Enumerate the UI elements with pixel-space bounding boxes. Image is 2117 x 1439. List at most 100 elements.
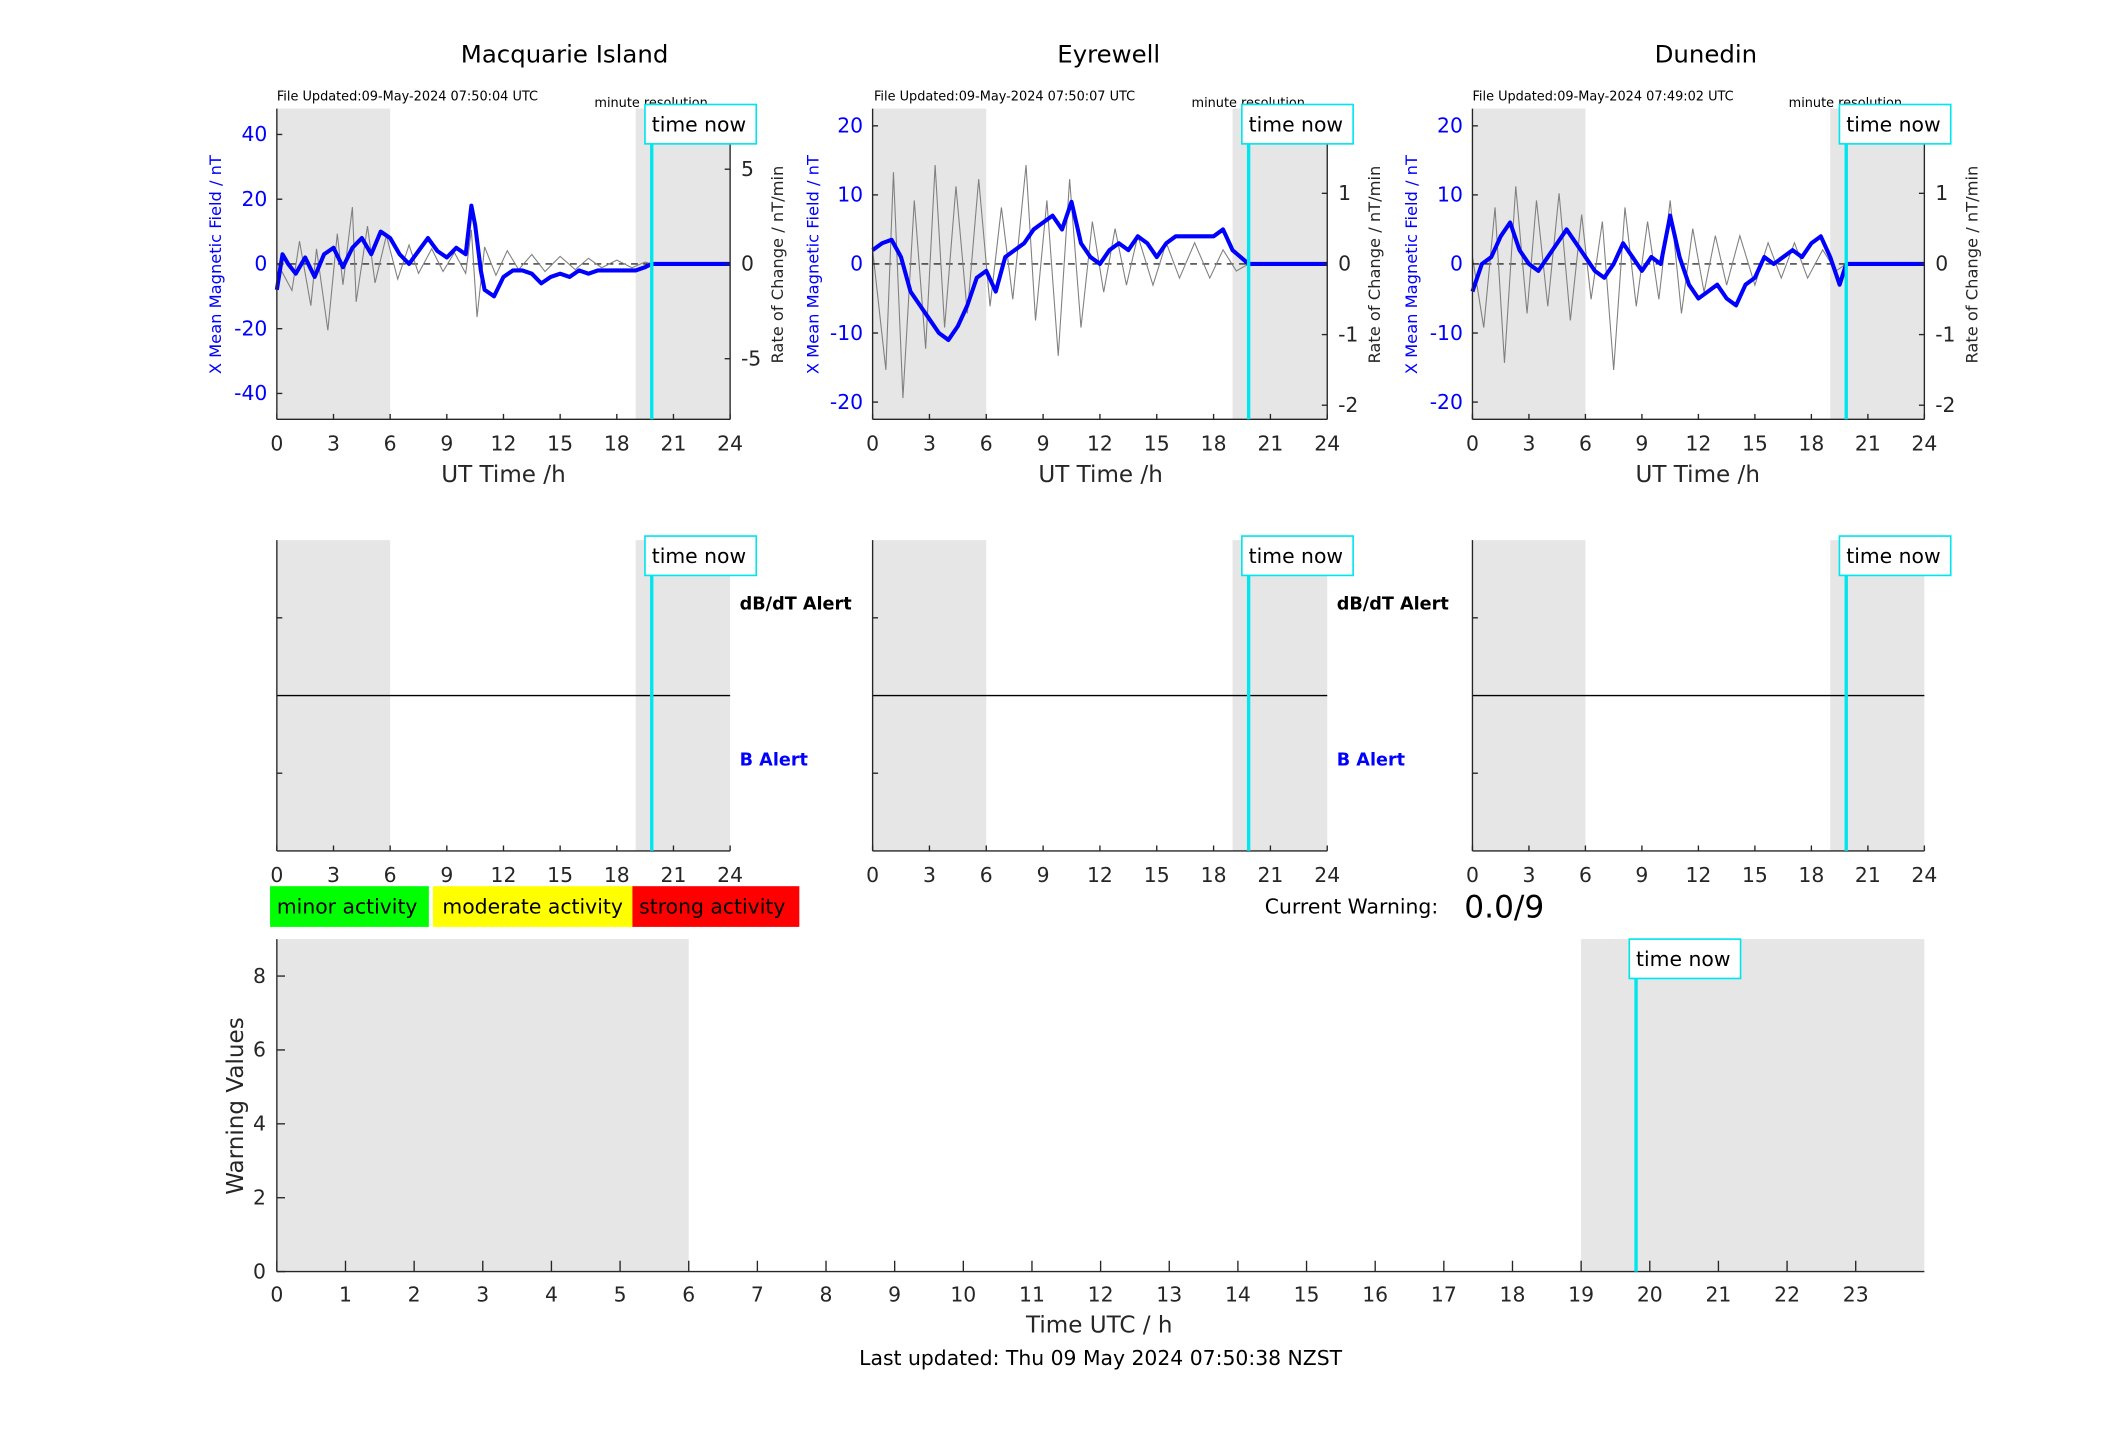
- y-axis-label: X Mean Magnetic Field / nT: [1402, 155, 1421, 374]
- x-tick-label: 21: [661, 863, 687, 887]
- dbdt-alert-label: dB/dT Alert: [1337, 594, 1450, 614]
- y-tick-label: -40: [234, 381, 267, 405]
- x-tick-label: 20: [1637, 1282, 1663, 1306]
- x-tick-label: 6: [1579, 863, 1592, 887]
- time-now-box: [1241, 103, 1354, 145]
- x-tick-label: 3: [476, 1282, 489, 1306]
- x-tick-label: 18: [1798, 863, 1824, 887]
- x-tick-label: 6: [384, 863, 397, 887]
- x-tick-label: 9: [440, 863, 453, 887]
- y-axis-label: X Mean Magnetic Field / nT: [803, 155, 822, 374]
- x-tick-label: 0: [270, 1282, 283, 1306]
- x-axis-label: Time UTC / h: [1025, 1313, 1173, 1339]
- y-tick-label: -20: [1430, 390, 1463, 414]
- x-tick-label: 15: [1742, 432, 1768, 456]
- x-axis-label: UT Time /h: [1635, 462, 1759, 488]
- x-tick-label: 1: [339, 1282, 352, 1306]
- x-tick-label: 12: [1685, 432, 1711, 456]
- field-series-line: [871, 199, 1328, 342]
- y-tick-label: 20: [241, 187, 267, 211]
- x-tick-label: 21: [1257, 432, 1283, 456]
- field-series-line: [1470, 213, 1925, 308]
- x-tick-label: 15: [1144, 432, 1170, 456]
- x-tick-label: 18: [1798, 432, 1824, 456]
- x-tick-label: 16: [1362, 1282, 1388, 1306]
- x-tick-label: 15: [1294, 1282, 1320, 1306]
- x-tick-label: 24: [717, 432, 743, 456]
- night-shading: [1581, 939, 1925, 1272]
- x-tick-label: 12: [491, 432, 517, 456]
- x-tick-label: 9: [1037, 863, 1050, 887]
- rate-series-line: [872, 165, 1249, 399]
- x-tick-label: 19: [1568, 1282, 1594, 1306]
- y-tick-label: 8: [253, 964, 266, 988]
- x-tick-label: 3: [923, 432, 936, 456]
- y2-axis-label: Rate of Change / nT/min: [1365, 166, 1384, 364]
- y-tick-label: 6: [253, 1038, 266, 1062]
- x-tick-label: 24: [1911, 432, 1937, 456]
- x-tick-label: 6: [682, 1282, 695, 1306]
- y-axis-label: X Mean Magnetic Field / nT: [206, 155, 225, 374]
- x-tick-label: 8: [820, 1282, 833, 1306]
- x-tick-label: 0: [270, 863, 283, 887]
- x-tick-label: 10: [950, 1282, 976, 1306]
- time-now-box: [1628, 938, 1742, 980]
- panel-title: Eyrewell: [1057, 39, 1160, 68]
- y2-tick-label: -1: [1338, 322, 1358, 346]
- x-tick-label: 9: [1635, 863, 1648, 887]
- y-tick-label: 20: [1437, 114, 1463, 138]
- x-tick-label: 18: [1201, 432, 1227, 456]
- y2-tick-label: 0: [1935, 252, 1948, 276]
- legend-strong-label: strong activity: [639, 894, 785, 918]
- x-tick-label: 6: [980, 432, 993, 456]
- macquarie-field-panel: Macquarie Island File Updated:09-May-202…: [206, 39, 787, 487]
- x-axis-label: UT Time /h: [441, 462, 565, 488]
- x-tick-label: 24: [1911, 863, 1937, 887]
- x-tick-label: 12: [1685, 863, 1711, 887]
- x-tick-label: 0: [866, 863, 879, 887]
- x-tick-label: 21: [1257, 863, 1283, 887]
- y-tick-label: 0: [1450, 252, 1463, 276]
- y-tick-label: 10: [1437, 183, 1463, 207]
- y2-tick-label: -5: [741, 346, 761, 370]
- b-alert-label: B Alert: [1337, 750, 1406, 770]
- y2-axis-label: Rate of Change / nT/min: [768, 166, 787, 364]
- time-now-box: [1241, 535, 1354, 577]
- x-tick-label: 0: [270, 432, 283, 456]
- time-now-label: time now: [1846, 544, 1940, 568]
- x-tick-label: 21: [1855, 432, 1881, 456]
- warning-values-panel: Warning Values Time UTC / h 0 1 2 3 4 5 6 7 8 9 10…: [223, 938, 1925, 1339]
- y2-axis-label: Rate of Change / nT/min: [1962, 166, 1981, 364]
- file-updated: File Updated:09-May-2024 07:50:04 UTC: [277, 89, 538, 104]
- legend-moderate-swatch: [432, 886, 633, 927]
- dunedin-field-panel: Dunedin File Updated:09-May-2024 07:49:0…: [1402, 39, 1981, 487]
- current-warning-value: 0.0/9: [1464, 889, 1544, 925]
- x-axis-label: UT Time /h: [1038, 462, 1162, 488]
- eyrewell-field-panel: Eyrewell File Updated:09-May-2024 07:50:…: [803, 39, 1384, 487]
- x-tick-label: 12: [491, 863, 517, 887]
- y2-tick-label: 0: [741, 252, 754, 276]
- current-warning-label: Current Warning:: [1265, 894, 1438, 918]
- y-tick-label: 40: [241, 122, 267, 146]
- x-tick-label: 18: [604, 863, 630, 887]
- x-tick-label: 18: [604, 432, 630, 456]
- x-tick-label: 21: [661, 432, 687, 456]
- time-now-box: [644, 535, 758, 577]
- x-tick-label: 21: [1705, 1282, 1731, 1306]
- rate-series-line: [1471, 186, 1847, 370]
- x-tick-label: 12: [1088, 1282, 1114, 1306]
- x-tick-label: 7: [751, 1282, 764, 1306]
- x-tick-label: 24: [717, 863, 743, 887]
- x-tick-label: 3: [327, 432, 340, 456]
- x-tick-label: 0: [1466, 432, 1479, 456]
- legend-minor-label: minor activity: [277, 894, 418, 918]
- y-tick-label: -20: [830, 390, 863, 414]
- x-tick-label: 21: [1855, 863, 1881, 887]
- time-now-label: time now: [1249, 544, 1343, 568]
- y-tick-label: 0: [850, 252, 863, 276]
- y2-tick-label: 1: [1338, 181, 1351, 205]
- field-series-line: [274, 203, 731, 299]
- x-tick-label: 18: [1201, 863, 1227, 887]
